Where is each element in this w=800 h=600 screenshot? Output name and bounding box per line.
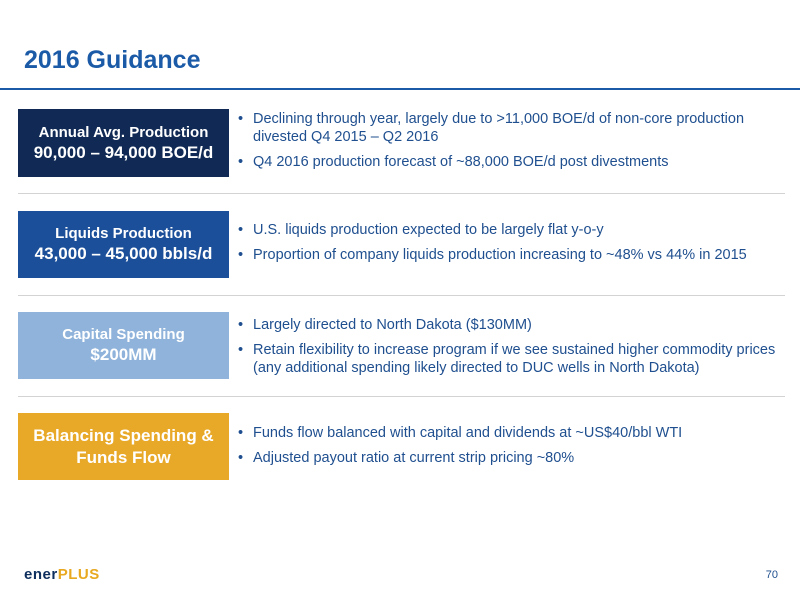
bullet-item: Funds flow balanced with capital and div…	[236, 424, 786, 442]
logo-text-part2: PLUS	[57, 566, 100, 583]
capital-spending-label: Capital Spending	[62, 326, 185, 343]
section-divider	[18, 193, 785, 194]
balancing-spending-box: Balancing Spending & Funds Flow	[18, 413, 229, 480]
bullet-item: Q4 2016 production forecast of ~88,000 B…	[236, 153, 786, 171]
section-divider	[18, 396, 785, 397]
liquids-production-box: Liquids Production 43,000 – 45,000 bbls/…	[18, 211, 229, 278]
page-number: 70	[765, 569, 778, 581]
capital-spending-value: $200MM	[90, 345, 157, 364]
annual-production-value: 90,000 – 94,000 BOE/d	[33, 142, 214, 162]
annual-production-label: Annual Avg. Production	[38, 123, 209, 141]
balancing-spending-label: Balancing Spending &	[33, 425, 214, 445]
bullet-item: Proportion of company liquids production…	[236, 246, 786, 264]
logo-text-part1: ener	[24, 566, 58, 583]
bullet-item: Retain flexibility to increase program i…	[236, 341, 786, 377]
annual-production-box: Annual Avg. Production 90,000 – 94,000 B…	[18, 109, 229, 177]
title-divider	[0, 88, 800, 90]
annual-production-bullets: Declining through year, largely due to >…	[236, 110, 786, 178]
capital-spending-bullets: Largely directed to North Dakota ($130MM…	[236, 316, 786, 384]
bullet-item: Adjusted payout ratio at current strip p…	[236, 449, 786, 467]
bullet-item: Declining through year, largely due to >…	[236, 110, 786, 146]
bullet-item: Largely directed to North Dakota ($130MM…	[236, 316, 786, 334]
balancing-spending-label-2: Funds Flow	[76, 447, 171, 467]
liquids-production-bullets: U.S. liquids production expected to be l…	[236, 221, 786, 271]
balancing-spending-bullets: Funds flow balanced with capital and div…	[236, 424, 786, 474]
bullet-item: U.S. liquids production expected to be l…	[236, 221, 786, 239]
liquids-production-value: 43,000 – 45,000 bbls/d	[34, 244, 213, 263]
enerplus-logo: enerPLUS	[24, 566, 100, 583]
capital-spending-box: Capital Spending $200MM	[18, 312, 229, 379]
section-divider	[18, 295, 785, 296]
slide-title: 2016 Guidance	[24, 46, 201, 74]
liquids-production-label: Liquids Production	[55, 225, 192, 242]
